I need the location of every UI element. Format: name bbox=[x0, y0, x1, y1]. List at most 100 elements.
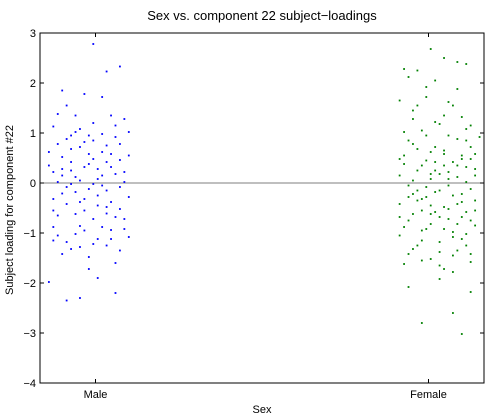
data-point-male bbox=[105, 70, 108, 73]
data-point-female bbox=[469, 253, 472, 255]
data-point-male bbox=[52, 239, 55, 242]
data-point-female bbox=[438, 173, 441, 175]
data-point-female bbox=[447, 171, 450, 173]
data-point-male bbox=[114, 173, 117, 175]
data-point-female bbox=[420, 129, 423, 132]
data-point-female bbox=[443, 268, 445, 270]
data-point-female bbox=[474, 209, 477, 212]
data-point-male bbox=[79, 146, 81, 148]
data-point-male bbox=[74, 114, 77, 117]
data-point-female bbox=[469, 188, 472, 190]
data-point-male bbox=[65, 138, 68, 140]
data-point-male bbox=[114, 124, 117, 127]
data-point-female bbox=[460, 154, 463, 157]
data-point-female bbox=[416, 199, 419, 202]
data-point-female bbox=[452, 236, 454, 238]
data-point-female bbox=[443, 164, 445, 167]
data-point-female bbox=[412, 213, 414, 215]
data-point-female bbox=[469, 291, 472, 293]
data-point-female bbox=[456, 203, 459, 205]
data-point-male bbox=[61, 168, 64, 170]
data-point-female bbox=[443, 228, 445, 230]
data-point-female bbox=[460, 158, 463, 160]
data-point-male bbox=[47, 281, 50, 283]
data-point-female bbox=[447, 208, 450, 210]
data-point-male bbox=[87, 153, 90, 155]
data-point-female bbox=[465, 128, 468, 130]
data-point-female bbox=[460, 333, 463, 335]
data-point-female bbox=[447, 218, 450, 220]
data-point-female bbox=[434, 146, 437, 148]
data-point-female bbox=[438, 251, 441, 253]
data-point-female bbox=[460, 216, 463, 218]
data-point-female bbox=[465, 211, 468, 213]
data-point-male bbox=[119, 65, 121, 68]
data-point-female bbox=[438, 264, 441, 267]
data-point-male bbox=[79, 201, 81, 203]
data-point-female bbox=[407, 184, 410, 187]
data-point-male bbox=[96, 168, 99, 170]
data-point-male bbox=[74, 131, 77, 133]
data-point-female bbox=[429, 213, 432, 215]
data-point-male bbox=[110, 166, 112, 168]
y-tick-label: 3 bbox=[30, 28, 36, 40]
data-point-male bbox=[127, 154, 130, 157]
data-point-male bbox=[105, 206, 108, 208]
data-point-female bbox=[438, 189, 441, 192]
data-point-female bbox=[416, 104, 419, 107]
data-point-female bbox=[456, 164, 459, 167]
data-point-female bbox=[474, 174, 477, 177]
data-point-female bbox=[460, 238, 463, 240]
x-axis-label: Sex bbox=[253, 404, 272, 416]
data-point-female bbox=[407, 253, 410, 255]
data-point-female bbox=[478, 136, 481, 138]
y-tick-label: −1 bbox=[23, 228, 36, 240]
data-point-male bbox=[127, 196, 130, 198]
data-point-female bbox=[425, 159, 428, 162]
data-point-male bbox=[96, 178, 99, 180]
data-point-male bbox=[119, 186, 121, 188]
data-point-female bbox=[434, 161, 437, 163]
data-point-male bbox=[70, 161, 72, 163]
data-point-female bbox=[398, 234, 401, 237]
data-point-male bbox=[65, 203, 68, 205]
data-point-male bbox=[110, 238, 112, 240]
data-point-male bbox=[70, 183, 72, 185]
data-point-male bbox=[101, 174, 104, 177]
data-point-male bbox=[79, 128, 81, 130]
data-point-female bbox=[403, 68, 405, 70]
data-point-female bbox=[403, 163, 405, 165]
data-point-female bbox=[407, 286, 410, 288]
data-point-male bbox=[96, 277, 99, 279]
data-point-female bbox=[438, 241, 441, 243]
data-point-female bbox=[474, 199, 477, 202]
x-tick-label: Male bbox=[84, 389, 108, 401]
data-point-male bbox=[61, 174, 64, 177]
data-point-female bbox=[416, 148, 419, 150]
data-point-male bbox=[105, 244, 108, 247]
data-point-female bbox=[465, 181, 468, 183]
data-point-female bbox=[434, 191, 437, 193]
data-point-female bbox=[420, 239, 423, 242]
data-point-female bbox=[438, 216, 441, 218]
data-point-female bbox=[456, 223, 459, 225]
data-point-female bbox=[438, 123, 441, 125]
data-point-female bbox=[438, 278, 441, 280]
y-tick-label: 2 bbox=[30, 78, 36, 90]
data-point-male bbox=[79, 179, 81, 182]
data-point-male bbox=[101, 226, 104, 228]
data-point-female bbox=[425, 228, 428, 230]
data-point-male bbox=[74, 176, 77, 178]
data-point-male bbox=[105, 161, 108, 163]
data-point-male bbox=[110, 153, 112, 155]
data-point-female bbox=[469, 261, 472, 263]
data-point-female bbox=[412, 118, 414, 120]
data-point-male bbox=[52, 125, 55, 128]
data-point-female bbox=[412, 193, 414, 195]
data-point-female bbox=[474, 168, 477, 170]
data-point-male bbox=[87, 163, 90, 165]
data-point-male bbox=[47, 164, 50, 167]
data-point-female bbox=[465, 244, 468, 247]
data-point-male bbox=[56, 234, 59, 237]
data-point-female bbox=[429, 151, 432, 153]
